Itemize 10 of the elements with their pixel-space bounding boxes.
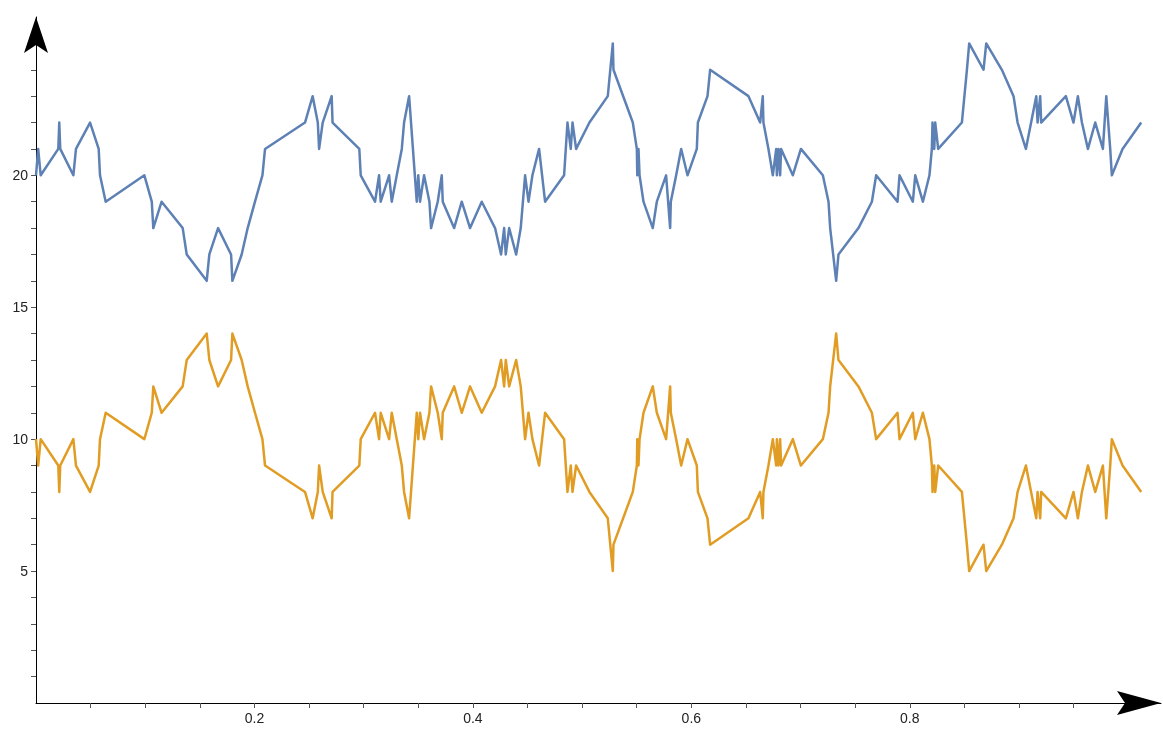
y-tick-label: 15	[12, 299, 29, 316]
x-tick-label: 0.2	[244, 710, 265, 726]
y-tick-label: 10	[12, 431, 29, 448]
x-tick-label: 0.6	[681, 710, 702, 726]
y-tick-label: 5	[20, 563, 29, 580]
line-series	[34, 42, 1143, 283]
x-tick-label: 0.8	[900, 710, 920, 726]
line-series	[34, 332, 1143, 573]
x-tick-label: 0.4	[463, 710, 483, 726]
y-tick-label: 20	[12, 167, 29, 184]
